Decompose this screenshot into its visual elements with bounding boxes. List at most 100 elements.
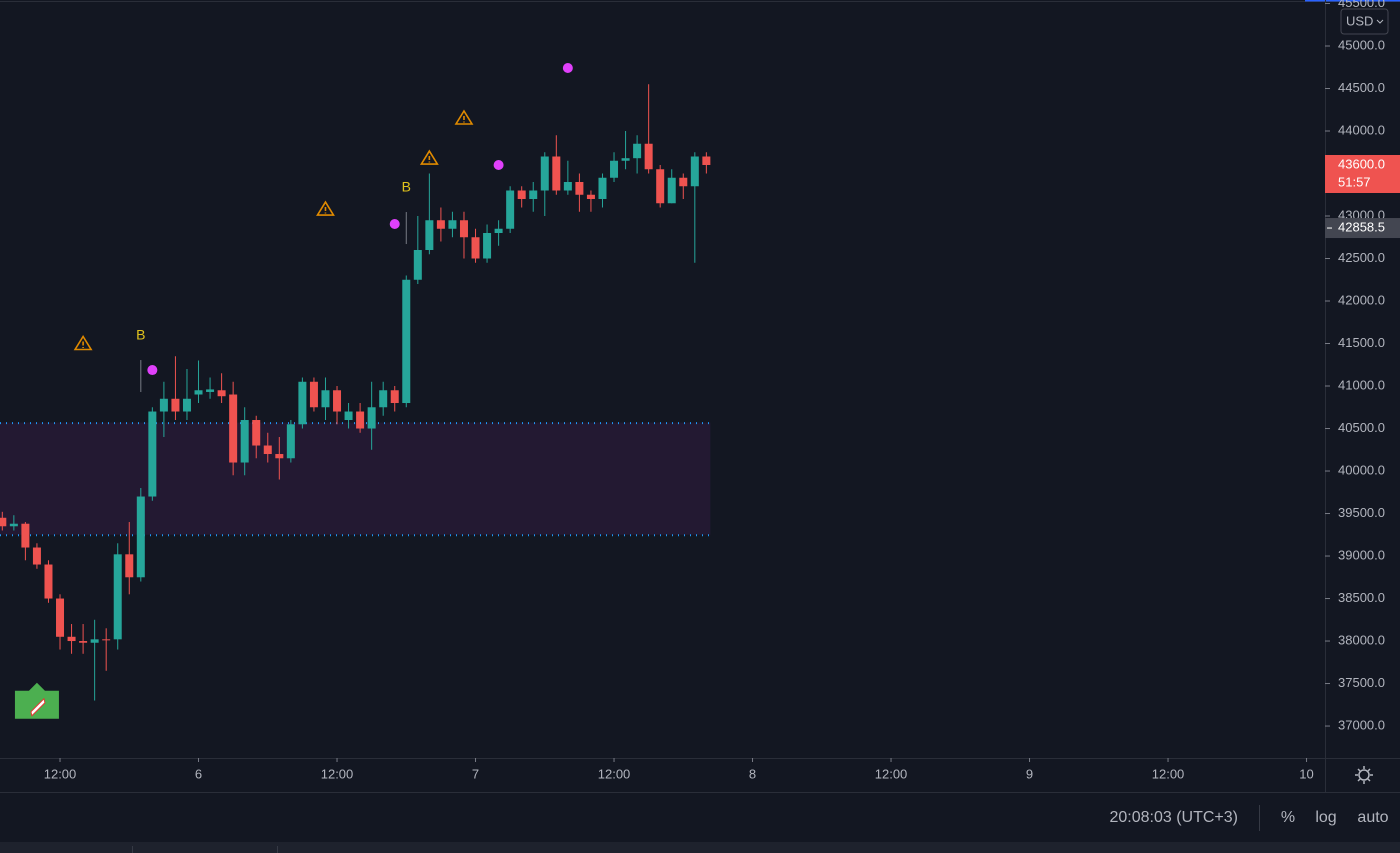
warning-marker (73, 334, 93, 351)
candle-body (240, 420, 249, 463)
gear[interactable] (1358, 769, 1370, 781)
candle-body (379, 390, 388, 408)
signal-label: B (136, 327, 145, 343)
y-tick-label: 42000.0 (1338, 292, 1385, 307)
candle-body (90, 639, 99, 643)
currency-button[interactable] (1340, 8, 1389, 35)
zone (0, 422, 711, 535)
y-tick-label: 38500.0 (1338, 590, 1385, 605)
candle-body (113, 554, 122, 640)
candle-body (102, 639, 111, 641)
candle-body (402, 279, 411, 404)
x-tick-label: 6 (195, 766, 202, 781)
x-tick-label: 8 (749, 766, 756, 781)
percent-button[interactable]: % (1281, 809, 1295, 826)
candle-body (298, 381, 307, 425)
countdown: 51:57 (1338, 174, 1371, 189)
candle-body (517, 190, 526, 199)
candle-body (575, 181, 584, 195)
bottom-strip (0, 842, 1400, 853)
y-tick-label: 41000.0 (1338, 377, 1385, 392)
y-tick-label: 37000.0 (1338, 717, 1385, 732)
candle-body (540, 156, 549, 191)
last-price-box (1325, 154, 1400, 193)
settings-icon[interactable] (1355, 766, 1373, 784)
candle-body (506, 190, 515, 229)
candle-body (309, 381, 318, 408)
candle-body (136, 496, 145, 578)
candle-body (79, 641, 88, 643)
dot-marker (147, 365, 158, 376)
candle-body (252, 420, 261, 446)
candle-body (610, 160, 619, 178)
gear-teeth[interactable] (1355, 766, 1373, 784)
candle-body (67, 636, 76, 642)
rocket-marker (14, 682, 59, 719)
log-button[interactable]: log (1315, 809, 1336, 826)
marker-price-box (1325, 218, 1400, 239)
dot-marker (389, 218, 400, 229)
y-tick-label: 39500.0 (1338, 505, 1385, 520)
candle-body (9, 523, 18, 527)
marker-price-label: 42858.5 (1338, 219, 1385, 234)
candle-body (598, 177, 607, 199)
y-tick-label: 45500.0 (1338, 0, 1385, 10)
dot-marker (562, 63, 573, 74)
candle-body (494, 228, 503, 234)
candle-body (206, 389, 215, 392)
candle-body (321, 390, 330, 408)
y-tick-label: 37500.0 (1338, 675, 1385, 690)
candle-body (194, 390, 203, 395)
candle-body (633, 143, 642, 159)
candle-body (286, 424, 295, 459)
y-tick-label: 38000.0 (1338, 632, 1385, 647)
signal-label: B (402, 179, 411, 195)
x-tick-label: 7 (472, 766, 479, 781)
candle-body (182, 398, 191, 412)
candle-body (367, 407, 376, 429)
candle-body (690, 156, 699, 187)
auto-button[interactable]: auto (1357, 809, 1388, 826)
candle-body (217, 390, 226, 397)
candle-body (448, 220, 457, 229)
y-tick-label: 44500.0 (1338, 80, 1385, 95)
candle-body (702, 156, 711, 165)
rocket-icon (30, 697, 46, 717)
candle-body (667, 177, 676, 204)
candle-body (333, 390, 342, 412)
x-tick-label: 12:00 (1152, 766, 1185, 781)
candle-body (679, 177, 688, 187)
warning-marker (316, 200, 335, 216)
candle-body (483, 233, 492, 259)
candle-body (159, 398, 168, 412)
candle-body (229, 394, 238, 463)
x-tick-label: 9 (1026, 766, 1033, 781)
candle-body (656, 169, 665, 204)
candle-body (148, 411, 157, 497)
dot-marker (493, 159, 504, 170)
y-tick-label: 40000.0 (1338, 462, 1385, 477)
candle-body (356, 411, 365, 429)
candle-body (471, 237, 480, 259)
candle-body (344, 411, 353, 421)
candle-body (125, 554, 134, 578)
warning-marker (419, 149, 439, 165)
y-tick-label: 44000.0 (1338, 122, 1385, 137)
candle-body (413, 250, 422, 280)
y-tick-label: 41500.0 (1338, 335, 1385, 350)
x-tick-label: 12:00 (321, 766, 354, 781)
x-tick-label: 12:00 (44, 766, 77, 781)
candle-body (263, 445, 272, 455)
candle-body (644, 143, 653, 170)
candle-body (621, 158, 630, 161)
candle-body (44, 564, 53, 599)
warning-marker (454, 109, 474, 125)
candle-body (552, 156, 561, 191)
currency-caret (1376, 19, 1384, 24)
candle-body (586, 194, 595, 199)
y-tick-label: 39000.0 (1338, 547, 1385, 562)
currency-label[interactable]: USD (1346, 13, 1373, 28)
candle-body (425, 220, 434, 251)
candle-body (171, 398, 180, 412)
